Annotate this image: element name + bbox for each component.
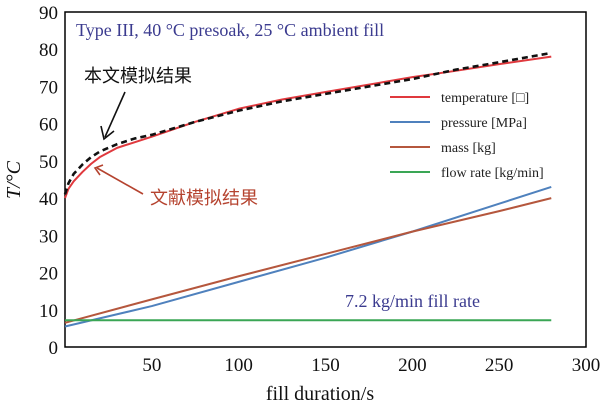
series-line-1 [64, 185, 552, 328]
x-tick-label: 100 [224, 355, 253, 376]
y-tick-label: 90 [39, 3, 58, 24]
y-axis-ticks: 0 10 20 30 40 50 60 70 80 90 [39, 3, 58, 359]
legend-label-pressure: pressure [MPa] [441, 116, 527, 131]
x-tick-label: 300 [572, 355, 600, 376]
x-tick-label: 200 [398, 355, 427, 376]
legend-label-mass: mass [kg] [441, 141, 496, 156]
y-tick-label: 40 [39, 189, 58, 210]
arrow-literature [93, 164, 144, 195]
x-tick-label: 150 [311, 355, 340, 376]
x-axis-ticks: 50 100 150 200 250 300 [142, 355, 600, 376]
annotation-literature: 文献模拟结果 [150, 188, 258, 209]
legend-label-flow-rate: flow rate [kg/min] [441, 166, 544, 181]
annotation-this-work: 本文模拟结果 [84, 66, 192, 87]
y-tick-label: 10 [39, 301, 58, 322]
y-tick-label: 50 [39, 152, 58, 173]
legend: temperature [□] pressure [MPa] mass [kg]… [390, 91, 544, 181]
series-line-2 [64, 197, 552, 324]
legend-label-temperature: temperature [□] [441, 91, 529, 106]
x-axis-title: fill duration/s [266, 383, 375, 405]
y-tick-label: 70 [39, 77, 58, 98]
y-tick-label: 20 [39, 264, 58, 285]
annotation-fill-rate: 7.2 kg/min fill rate [345, 291, 480, 311]
y-tick-label: 30 [39, 226, 58, 247]
x-tick-label: 50 [142, 355, 161, 376]
chart-title: Type III, 40 °C presoak, 25 °C ambient f… [76, 20, 384, 40]
y-tick-label: 0 [49, 338, 59, 359]
y-tick-label: 60 [39, 115, 58, 136]
arrow-this-work [100, 91, 126, 141]
series-layer [63, 51, 552, 328]
series-line-4 [63, 51, 552, 195]
x-tick-label: 250 [485, 355, 514, 376]
plot-area [64, 11, 587, 348]
y-tick-label: 80 [39, 40, 58, 61]
y-axis-title: T/°C [3, 160, 25, 199]
